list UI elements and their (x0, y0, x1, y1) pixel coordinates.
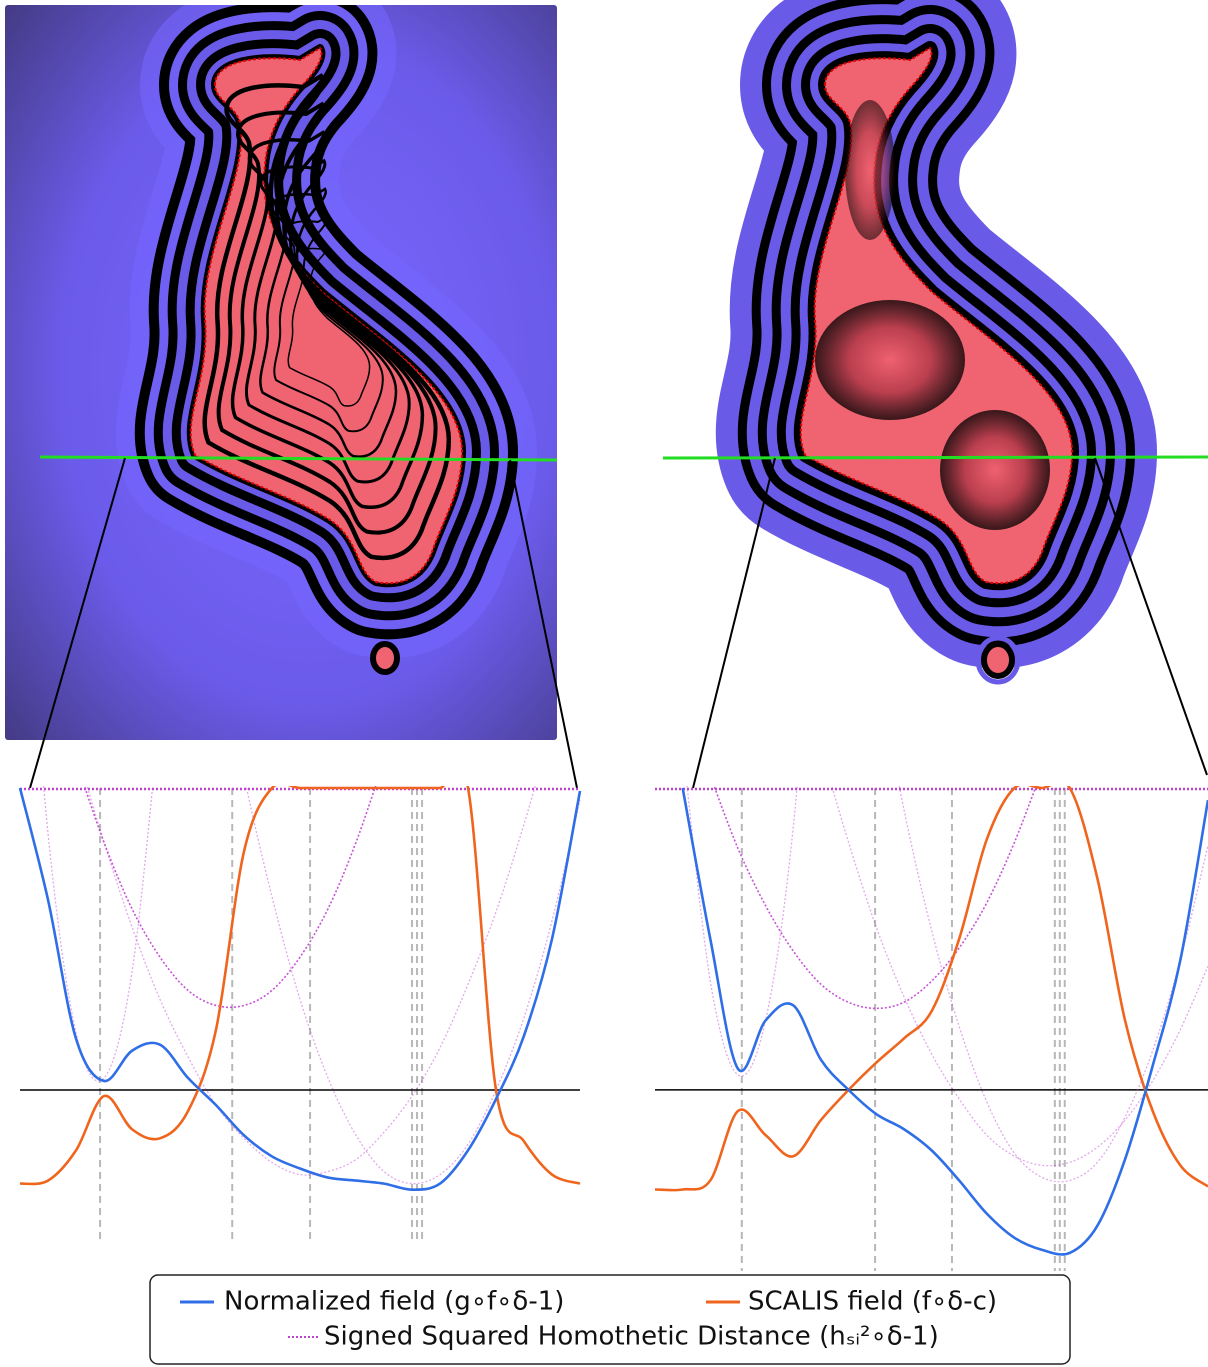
field-image-left (5, 5, 557, 740)
normalized-field-line (681, 787, 1208, 1256)
distance-curve (898, 786, 1208, 1183)
line-plot (654, 786, 1208, 1271)
scalis-field-line (19, 786, 581, 1186)
scalis-field-line (654, 786, 1208, 1192)
plots (18, 786, 1208, 1271)
distance-curve (686, 786, 798, 1077)
line-plot (18, 786, 582, 1241)
distance-curve (245, 786, 581, 1185)
distance-curve (86, 786, 536, 1176)
distance-curve (83, 786, 377, 1009)
field-image-right (801, 48, 1072, 685)
legend-label: Normalized field (g∘f∘δ-1) (224, 1287, 564, 1317)
normalized-field-line (18, 787, 582, 1191)
distance-curve (713, 786, 1037, 1010)
legend-label: Signed Squared Homothetic Distance (hₛᵢ²… (324, 1322, 939, 1352)
legend: Normalized field (g∘f∘δ-1) SCALIS field … (149, 1274, 1071, 1365)
distance-curve (42, 786, 154, 1082)
legend-label: SCALIS field (f∘δ-c) (748, 1287, 997, 1317)
legend-box (149, 1274, 1071, 1365)
section-lines (29, 455, 1208, 789)
